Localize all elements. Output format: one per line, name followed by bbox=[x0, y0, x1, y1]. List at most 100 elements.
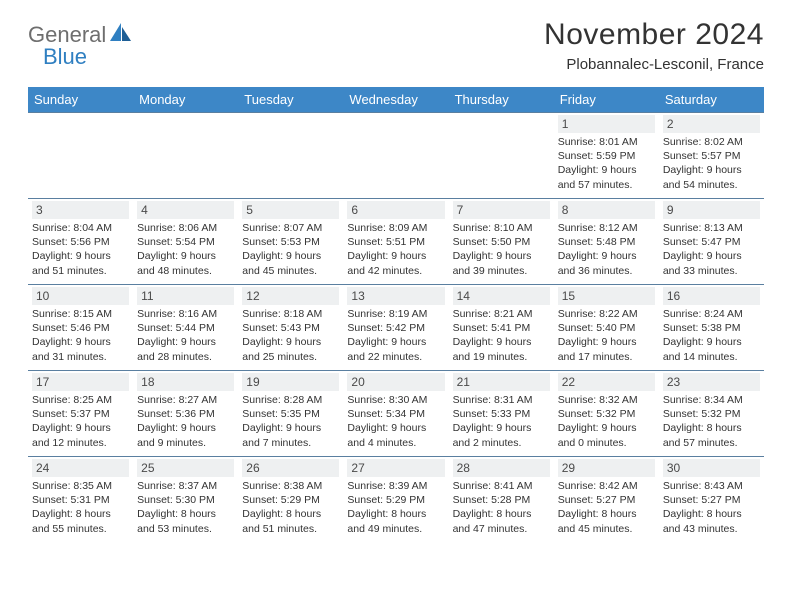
day-number: 30 bbox=[663, 459, 760, 477]
day-number: 26 bbox=[242, 459, 339, 477]
calendar-cell: 21 Sunrise: 8:31 AMSunset: 5:33 PMDayligh… bbox=[449, 371, 554, 457]
calendar-head: SundayMondayTuesdayWednesdayThursdayFrid… bbox=[28, 87, 764, 113]
calendar-cell: 11Sunrise: 8:16 AMSunset: 5:44 PMDayligh… bbox=[133, 285, 238, 371]
day-detail: Sunrise: 8:21 AMSunset: 5:41 PMDaylight:… bbox=[453, 307, 550, 364]
day-detail: Sunrise: 8:38 AMSunset: 5:29 PMDaylight:… bbox=[242, 479, 339, 536]
day-number: 9 bbox=[663, 201, 760, 219]
day-detail: Sunrise: 8:01 AMSunset: 5:59 PMDaylight:… bbox=[558, 135, 655, 192]
day-number: 22 bbox=[558, 373, 655, 391]
day-detail: Sunrise: 8:24 AMSunset: 5:38 PMDaylight:… bbox=[663, 307, 760, 364]
weekday-header: Monday bbox=[133, 87, 238, 113]
day-number: 6 bbox=[347, 201, 444, 219]
day-detail: Sunrise: 8:35 AMSunset: 5:31 PMDaylight:… bbox=[32, 479, 129, 536]
calendar-cell: 7 Sunrise: 8:10 AMSunset: 5:50 PMDaylight… bbox=[449, 199, 554, 285]
day-number: 5 bbox=[242, 201, 339, 219]
day-number: 8 bbox=[558, 201, 655, 219]
calendar-cell: 4 Sunrise: 8:06 AMSunset: 5:54 PMDaylight… bbox=[133, 199, 238, 285]
day-detail: Sunrise: 8:41 AMSunset: 5:28 PMDaylight:… bbox=[453, 479, 550, 536]
day-number: 3 bbox=[32, 201, 129, 219]
day-detail: Sunrise: 8:12 AMSunset: 5:48 PMDaylight:… bbox=[558, 221, 655, 278]
calendar-cell: 24 Sunrise: 8:35 AMSunset: 5:31 PMDayligh… bbox=[28, 457, 133, 543]
day-number: 20 bbox=[347, 373, 444, 391]
calendar-cell: 5 Sunrise: 8:07 AMSunset: 5:53 PMDaylight… bbox=[238, 199, 343, 285]
day-detail: Sunrise: 8:15 AMSunset: 5:46 PMDaylight:… bbox=[32, 307, 129, 364]
calendar-week: 3 Sunrise: 8:04 AMSunset: 5:56 PMDaylight… bbox=[28, 199, 764, 285]
day-number: 14 bbox=[453, 287, 550, 305]
calendar-cell: 29 Sunrise: 8:42 AMSunset: 5:27 PMDayligh… bbox=[554, 457, 659, 543]
calendar-cell bbox=[28, 113, 133, 199]
day-detail: Sunrise: 8:30 AMSunset: 5:34 PMDaylight:… bbox=[347, 393, 444, 450]
day-number: 13 bbox=[347, 287, 444, 305]
calendar-cell: 30 Sunrise: 8:43 AMSunset: 5:27 PMDayligh… bbox=[659, 457, 764, 543]
calendar-table: SundayMondayTuesdayWednesdayThursdayFrid… bbox=[28, 87, 764, 543]
day-detail: Sunrise: 8:31 AMSunset: 5:33 PMDaylight:… bbox=[453, 393, 550, 450]
calendar-cell: 25 Sunrise: 8:37 AMSunset: 5:30 PMDayligh… bbox=[133, 457, 238, 543]
day-detail: Sunrise: 8:04 AMSunset: 5:56 PMDaylight:… bbox=[32, 221, 129, 278]
day-number: 11 bbox=[137, 287, 234, 305]
header: General November 2024 Plobannalec-Lescon… bbox=[28, 18, 764, 73]
calendar-cell: 23 Sunrise: 8:34 AMSunset: 5:32 PMDayligh… bbox=[659, 371, 764, 457]
calendar-page: General November 2024 Plobannalec-Lescon… bbox=[0, 0, 792, 553]
day-number: 16 bbox=[663, 287, 760, 305]
day-detail: Sunrise: 8:28 AMSunset: 5:35 PMDaylight:… bbox=[242, 393, 339, 450]
day-detail: Sunrise: 8:42 AMSunset: 5:27 PMDaylight:… bbox=[558, 479, 655, 536]
day-detail: Sunrise: 8:39 AMSunset: 5:29 PMDaylight:… bbox=[347, 479, 444, 536]
day-number: 28 bbox=[453, 459, 550, 477]
day-detail: Sunrise: 8:34 AMSunset: 5:32 PMDaylight:… bbox=[663, 393, 760, 450]
day-detail: Sunrise: 8:09 AMSunset: 5:51 PMDaylight:… bbox=[347, 221, 444, 278]
day-number: 17 bbox=[32, 373, 129, 391]
calendar-cell: 8 Sunrise: 8:12 AMSunset: 5:48 PMDaylight… bbox=[554, 199, 659, 285]
calendar-cell: 13Sunrise: 8:19 AMSunset: 5:42 PMDayligh… bbox=[343, 285, 448, 371]
calendar-cell: 10 Sunrise: 8:15 AMSunset: 5:46 PMDayligh… bbox=[28, 285, 133, 371]
calendar-cell: 1Sunrise: 8:01 AMSunset: 5:59 PMDaylight… bbox=[554, 113, 659, 199]
calendar-cell bbox=[449, 113, 554, 199]
month-title: November 2024 bbox=[544, 18, 764, 52]
calendar-cell: 6 Sunrise: 8:09 AMSunset: 5:51 PMDaylight… bbox=[343, 199, 448, 285]
weekday-header: Thursday bbox=[449, 87, 554, 113]
day-detail: Sunrise: 8:10 AMSunset: 5:50 PMDaylight:… bbox=[453, 221, 550, 278]
day-number: 23 bbox=[663, 373, 760, 391]
day-detail: Sunrise: 8:02 AMSunset: 5:57 PMDaylight:… bbox=[663, 135, 760, 192]
calendar-cell bbox=[343, 113, 448, 199]
day-detail: Sunrise: 8:43 AMSunset: 5:27 PMDaylight:… bbox=[663, 479, 760, 536]
day-number: 10 bbox=[32, 287, 129, 305]
calendar-cell: 22 Sunrise: 8:32 AMSunset: 5:32 PMDayligh… bbox=[554, 371, 659, 457]
title-block: November 2024 Plobannalec-Lesconil, Fran… bbox=[544, 18, 764, 73]
location-label: Plobannalec-Lesconil, France bbox=[544, 56, 764, 73]
logo-blue-text: Blue bbox=[41, 44, 87, 70]
calendar-cell: 14 Sunrise: 8:21 AMSunset: 5:41 PMDayligh… bbox=[449, 285, 554, 371]
weekday-header: Tuesday bbox=[238, 87, 343, 113]
day-number: 21 bbox=[453, 373, 550, 391]
day-number: 29 bbox=[558, 459, 655, 477]
calendar-cell: 26 Sunrise: 8:38 AMSunset: 5:29 PMDayligh… bbox=[238, 457, 343, 543]
weekday-header: Sunday bbox=[28, 87, 133, 113]
day-detail: Sunrise: 8:32 AMSunset: 5:32 PMDaylight:… bbox=[558, 393, 655, 450]
day-number: 25 bbox=[137, 459, 234, 477]
calendar-week: 1Sunrise: 8:01 AMSunset: 5:59 PMDaylight… bbox=[28, 113, 764, 199]
day-detail: Sunrise: 8:18 AMSunset: 5:43 PMDaylight:… bbox=[242, 307, 339, 364]
day-number: 4 bbox=[137, 201, 234, 219]
calendar-cell bbox=[133, 113, 238, 199]
day-detail: Sunrise: 8:22 AMSunset: 5:40 PMDaylight:… bbox=[558, 307, 655, 364]
calendar-week: 10 Sunrise: 8:15 AMSunset: 5:46 PMDayligh… bbox=[28, 285, 764, 371]
weekday-header: Wednesday bbox=[343, 87, 448, 113]
day-number: 7 bbox=[453, 201, 550, 219]
day-number: 24 bbox=[32, 459, 129, 477]
weekday-header: Saturday bbox=[659, 87, 764, 113]
day-detail: Sunrise: 8:06 AMSunset: 5:54 PMDaylight:… bbox=[137, 221, 234, 278]
day-number: 12 bbox=[242, 287, 339, 305]
calendar-week: 17Sunrise: 8:25 AMSunset: 5:37 PMDayligh… bbox=[28, 371, 764, 457]
day-number: 27 bbox=[347, 459, 444, 477]
calendar-cell: 2Sunrise: 8:02 AMSunset: 5:57 PMDaylight… bbox=[659, 113, 764, 199]
day-detail: Sunrise: 8:37 AMSunset: 5:30 PMDaylight:… bbox=[137, 479, 234, 536]
calendar-cell: 12 Sunrise: 8:18 AMSunset: 5:43 PMDayligh… bbox=[238, 285, 343, 371]
calendar-cell: 3 Sunrise: 8:04 AMSunset: 5:56 PMDaylight… bbox=[28, 199, 133, 285]
logo-sail-icon bbox=[110, 23, 132, 48]
day-detail: Sunrise: 8:07 AMSunset: 5:53 PMDaylight:… bbox=[242, 221, 339, 278]
day-number: 19 bbox=[242, 373, 339, 391]
calendar-cell: 27 Sunrise: 8:39 AMSunset: 5:29 PMDayligh… bbox=[343, 457, 448, 543]
calendar-cell: 20 Sunrise: 8:30 AMSunset: 5:34 PMDayligh… bbox=[343, 371, 448, 457]
calendar-cell: 18Sunrise: 8:27 AMSunset: 5:36 PMDayligh… bbox=[133, 371, 238, 457]
calendar-cell bbox=[238, 113, 343, 199]
calendar-cell: 16 Sunrise: 8:24 AMSunset: 5:38 PMDayligh… bbox=[659, 285, 764, 371]
